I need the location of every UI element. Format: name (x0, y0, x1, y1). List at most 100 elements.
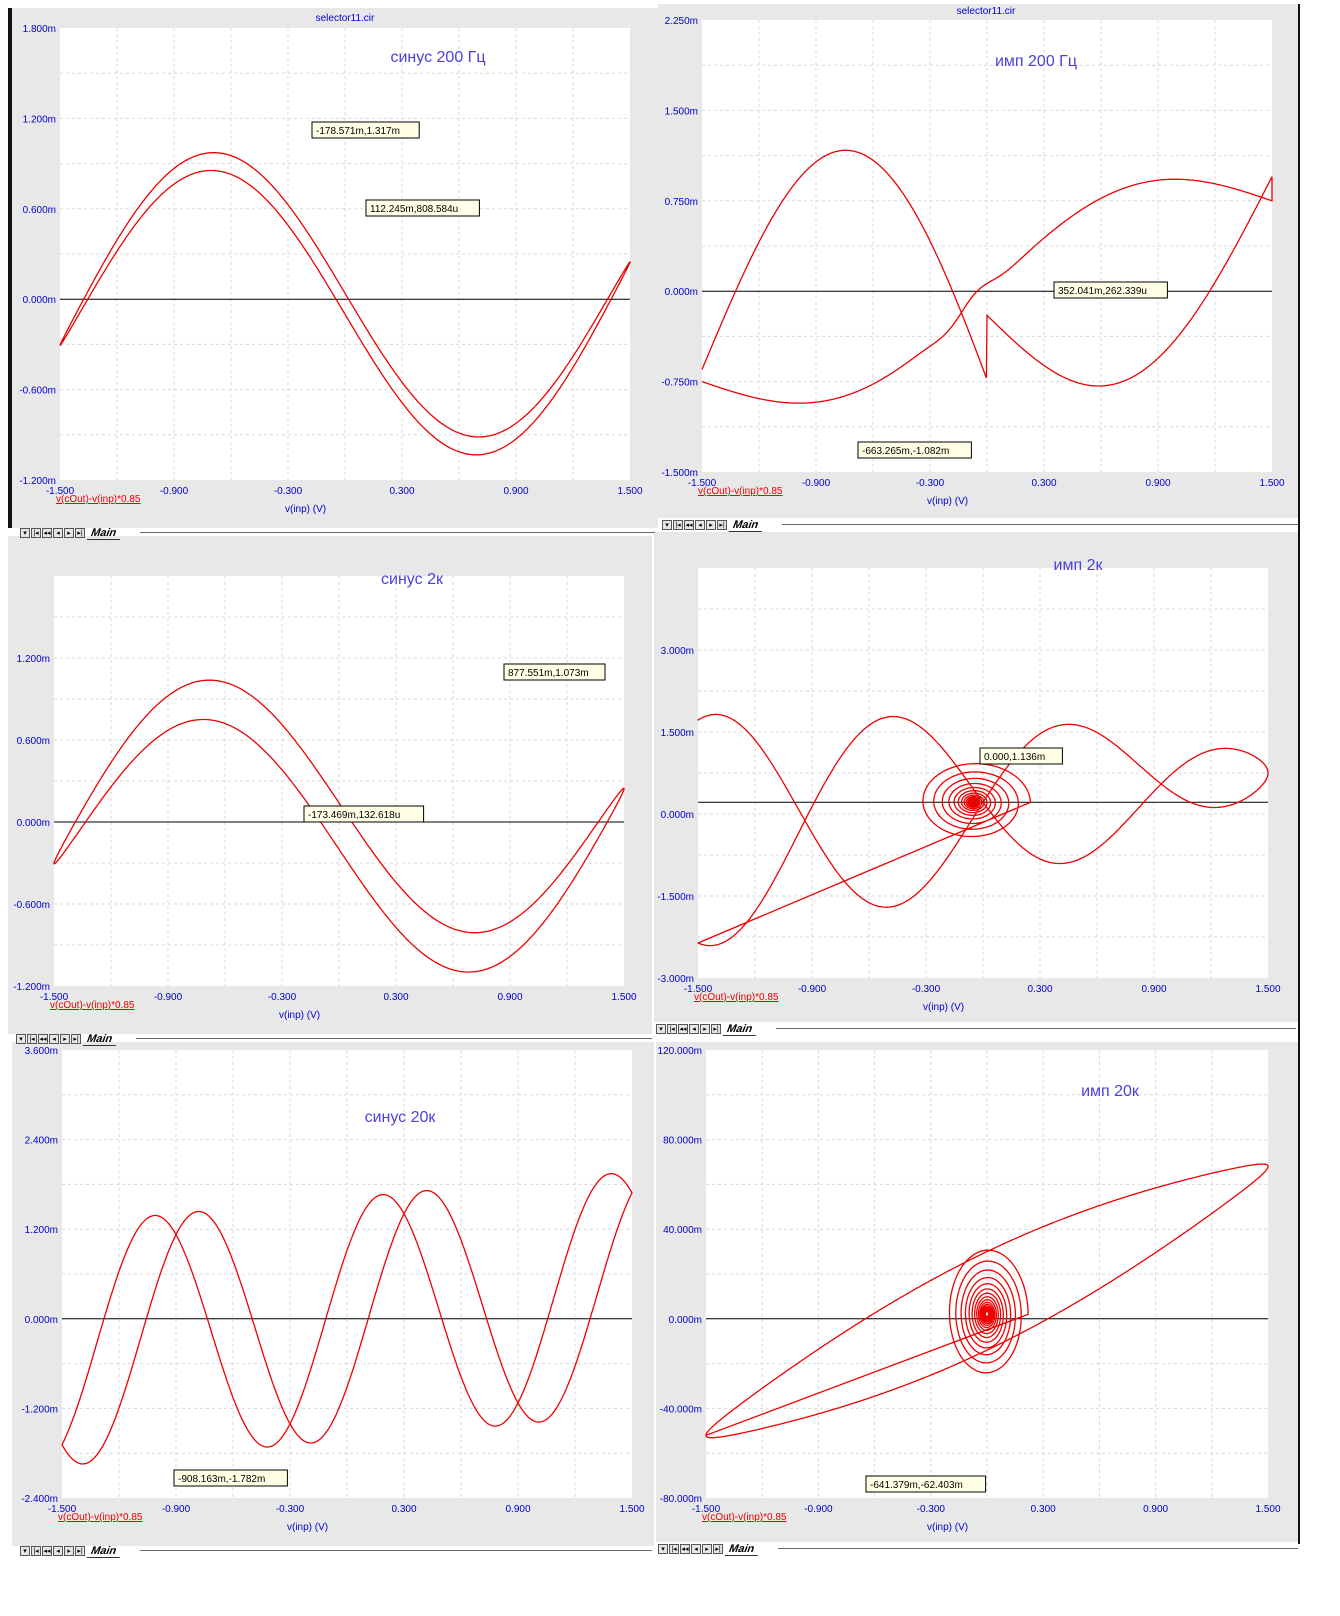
tab-nav-button[interactable]: ◂ (691, 1544, 701, 1554)
tab-nav-button[interactable]: ▾ (16, 1034, 26, 1044)
tab-nav-button[interactable]: ◂ (689, 1024, 699, 1034)
tab-main[interactable]: Main (86, 1544, 125, 1558)
tab-nav-button[interactable]: ▸ (702, 1544, 712, 1554)
tab-nav-button[interactable]: |◂ (673, 520, 683, 530)
y-tick-label: 0.600m (17, 736, 50, 747)
chart-panel-pulse-2k: -1.500 -0.900 -0.300 0.300 0.900 1.500 3.000m 1… (654, 532, 1300, 1022)
x-tick-label: -0.300 (274, 486, 303, 497)
tabbar-sine-2k: ▾ |◂ ◂◂ ◂ ▸ ▸| Main (16, 1032, 121, 1046)
tab-nav-button[interactable]: |◂ (31, 1546, 41, 1556)
tab-nav-button[interactable]: ◂◂ (42, 1546, 52, 1556)
x-tick-label: 0.300 (1031, 1504, 1056, 1515)
y-tick-label: 1.200m (25, 1225, 58, 1236)
tab-nav-button[interactable]: ◂◂ (684, 520, 694, 530)
tab-nav-button[interactable]: ◂◂ (38, 1034, 48, 1044)
tab-nav-button[interactable]: |◂ (31, 528, 41, 538)
tab-nav-button[interactable]: ▸ (700, 1024, 710, 1034)
tab-nav-button[interactable]: ▸| (75, 528, 85, 538)
y-tick-label: 2.400m (25, 1136, 58, 1147)
x-tick-label: 1.500 (1255, 984, 1280, 995)
x-tick-label: -1.500 (46, 486, 75, 497)
chart-svg: -1.500 -0.900 -0.300 0.300 0.900 1.500 2.250m 1… (658, 4, 1300, 518)
y-tick-label: 3.000m (661, 646, 694, 657)
cursor-readout[interactable]: 352.041m,262.339u (1053, 281, 1168, 299)
chart-panel-sine-200hz: -1.500 -0.900 -0.300 0.300 0.900 1.500 1.800m 1… (8, 8, 658, 528)
tabbar-pulse-20k: ▾ |◂ ◂◂ ◂ ▸ ▸| Main (658, 1542, 763, 1556)
tab-nav-button[interactable]: ▸| (717, 520, 727, 530)
x-tick-label: -0.900 (154, 992, 183, 1003)
cursor-readout[interactable]: -663.265m,-1.082m (857, 441, 972, 459)
tab-main[interactable]: Main (82, 1032, 121, 1046)
tab-nav-button[interactable]: ◂ (53, 1546, 63, 1556)
tab-nav-button[interactable]: ▸| (711, 1024, 721, 1034)
x-axis-label: v(inp) (V) (927, 1522, 968, 1533)
cursor-readout[interactable]: -641.379m,-62.403m (865, 1475, 987, 1493)
tab-main[interactable]: Main (728, 518, 767, 532)
tab-nav-button[interactable]: ◂ (49, 1034, 59, 1044)
series-trace (61, 1173, 633, 1465)
chart-svg: -1.500 -0.900 -0.300 0.300 0.900 1.500 120.000… (656, 1042, 1300, 1542)
tab-nav-button[interactable]: ▾ (20, 528, 30, 538)
y-tick-label: -1.200m (19, 476, 56, 487)
chart-title: синус 20к (365, 1109, 437, 1126)
file-name: selector11.cir (316, 13, 375, 24)
x-tick-label: 0.300 (391, 1504, 416, 1515)
y-tick-label: 0.000m (17, 818, 50, 829)
cursor-readout[interactable]: 0.000,1.136m (979, 747, 1063, 765)
x-tick-label: 0.300 (383, 992, 408, 1003)
tab-nav-button[interactable]: ▸ (64, 1546, 74, 1556)
tab-nav-button[interactable]: ▸| (713, 1544, 723, 1554)
tab-nav-button[interactable]: ▾ (662, 520, 672, 530)
tab-nav-button[interactable]: |◂ (669, 1544, 679, 1554)
x-axis-label: v(inp) (V) (285, 504, 326, 515)
chart-title: имп 20к (1081, 1083, 1140, 1100)
tab-nav-button[interactable]: ◂◂ (678, 1024, 688, 1034)
x-tick-label: 0.900 (503, 486, 528, 497)
cursor-readout-text: 112.245m,808.584u (370, 204, 458, 215)
tab-nav-button[interactable]: ▸ (60, 1034, 70, 1044)
series-trace (697, 713, 1269, 947)
cursor-readout-text: -641.379m,-62.403m (870, 1480, 963, 1491)
tab-nav-button[interactable]: ▾ (656, 1024, 666, 1034)
cursor-readout[interactable]: 877.551m,1.073m (503, 663, 606, 681)
cursor-readout[interactable]: -908.163m,-1.782m (173, 1469, 288, 1487)
y-tick-label: 3.600m (25, 1046, 58, 1057)
y-tick-label: 0.750m (665, 197, 698, 208)
x-tick-label: 1.500 (1259, 478, 1284, 489)
y-tick-label: 80.000m (663, 1136, 702, 1147)
legend-series: v(cOut)-v(inp)*0.85 (698, 486, 783, 497)
tab-main[interactable]: Main (86, 526, 125, 540)
tabbar-sine-20k: ▾ |◂ ◂◂ ◂ ▸ ▸| Main (20, 1544, 125, 1558)
x-tick-label: 0.900 (497, 992, 522, 1003)
tab-nav-button[interactable]: |◂ (27, 1034, 37, 1044)
legend-series: v(cOut)-v(inp)*0.85 (694, 992, 779, 1003)
chart-svg: -1.500 -0.900 -0.300 0.300 0.900 1.500 1.200m 0… (8, 536, 652, 1034)
x-tick-label: -1.500 (40, 992, 69, 1003)
window-edge-right (1298, 4, 1300, 1544)
cursor-readout[interactable]: 112.245m,808.584u (365, 199, 480, 217)
y-tick-label: -0.600m (13, 900, 50, 911)
tab-main[interactable]: Main (722, 1022, 761, 1036)
tab-nav-button[interactable]: ▾ (658, 1544, 668, 1554)
tab-nav-button[interactable]: ▸ (706, 520, 716, 530)
tab-nav-button[interactable]: |◂ (667, 1024, 677, 1034)
y-tick-label: 1.200m (17, 654, 50, 665)
y-tick-label: 0.000m (665, 287, 698, 298)
chart-svg: -1.500 -0.900 -0.300 0.300 0.900 1.500 3.000m 1… (654, 532, 1300, 1022)
tab-main[interactable]: Main (724, 1542, 763, 1556)
tab-nav-button[interactable]: ▸| (75, 1546, 85, 1556)
tab-nav-button[interactable]: ◂◂ (42, 528, 52, 538)
series-trace (705, 1163, 1269, 1439)
cursor-readout[interactable]: -178.571m,1.317m (311, 121, 420, 139)
chart-title: синус 2к (381, 571, 444, 588)
x-tick-label: -1.500 (692, 1504, 721, 1515)
tab-nav-button[interactable]: ▸ (64, 528, 74, 538)
y-tick-label: 40.000m (663, 1225, 702, 1236)
cursor-readout-text: -173.469m,132.618u (308, 810, 400, 821)
tab-nav-button[interactable]: ▸| (71, 1034, 81, 1044)
tab-nav-button[interactable]: ◂ (53, 528, 63, 538)
cursor-readout[interactable]: -173.469m,132.618u (303, 805, 425, 823)
tab-nav-button[interactable]: ▾ (20, 1546, 30, 1556)
tab-nav-button[interactable]: ◂◂ (680, 1544, 690, 1554)
tab-nav-button[interactable]: ◂ (695, 520, 705, 530)
